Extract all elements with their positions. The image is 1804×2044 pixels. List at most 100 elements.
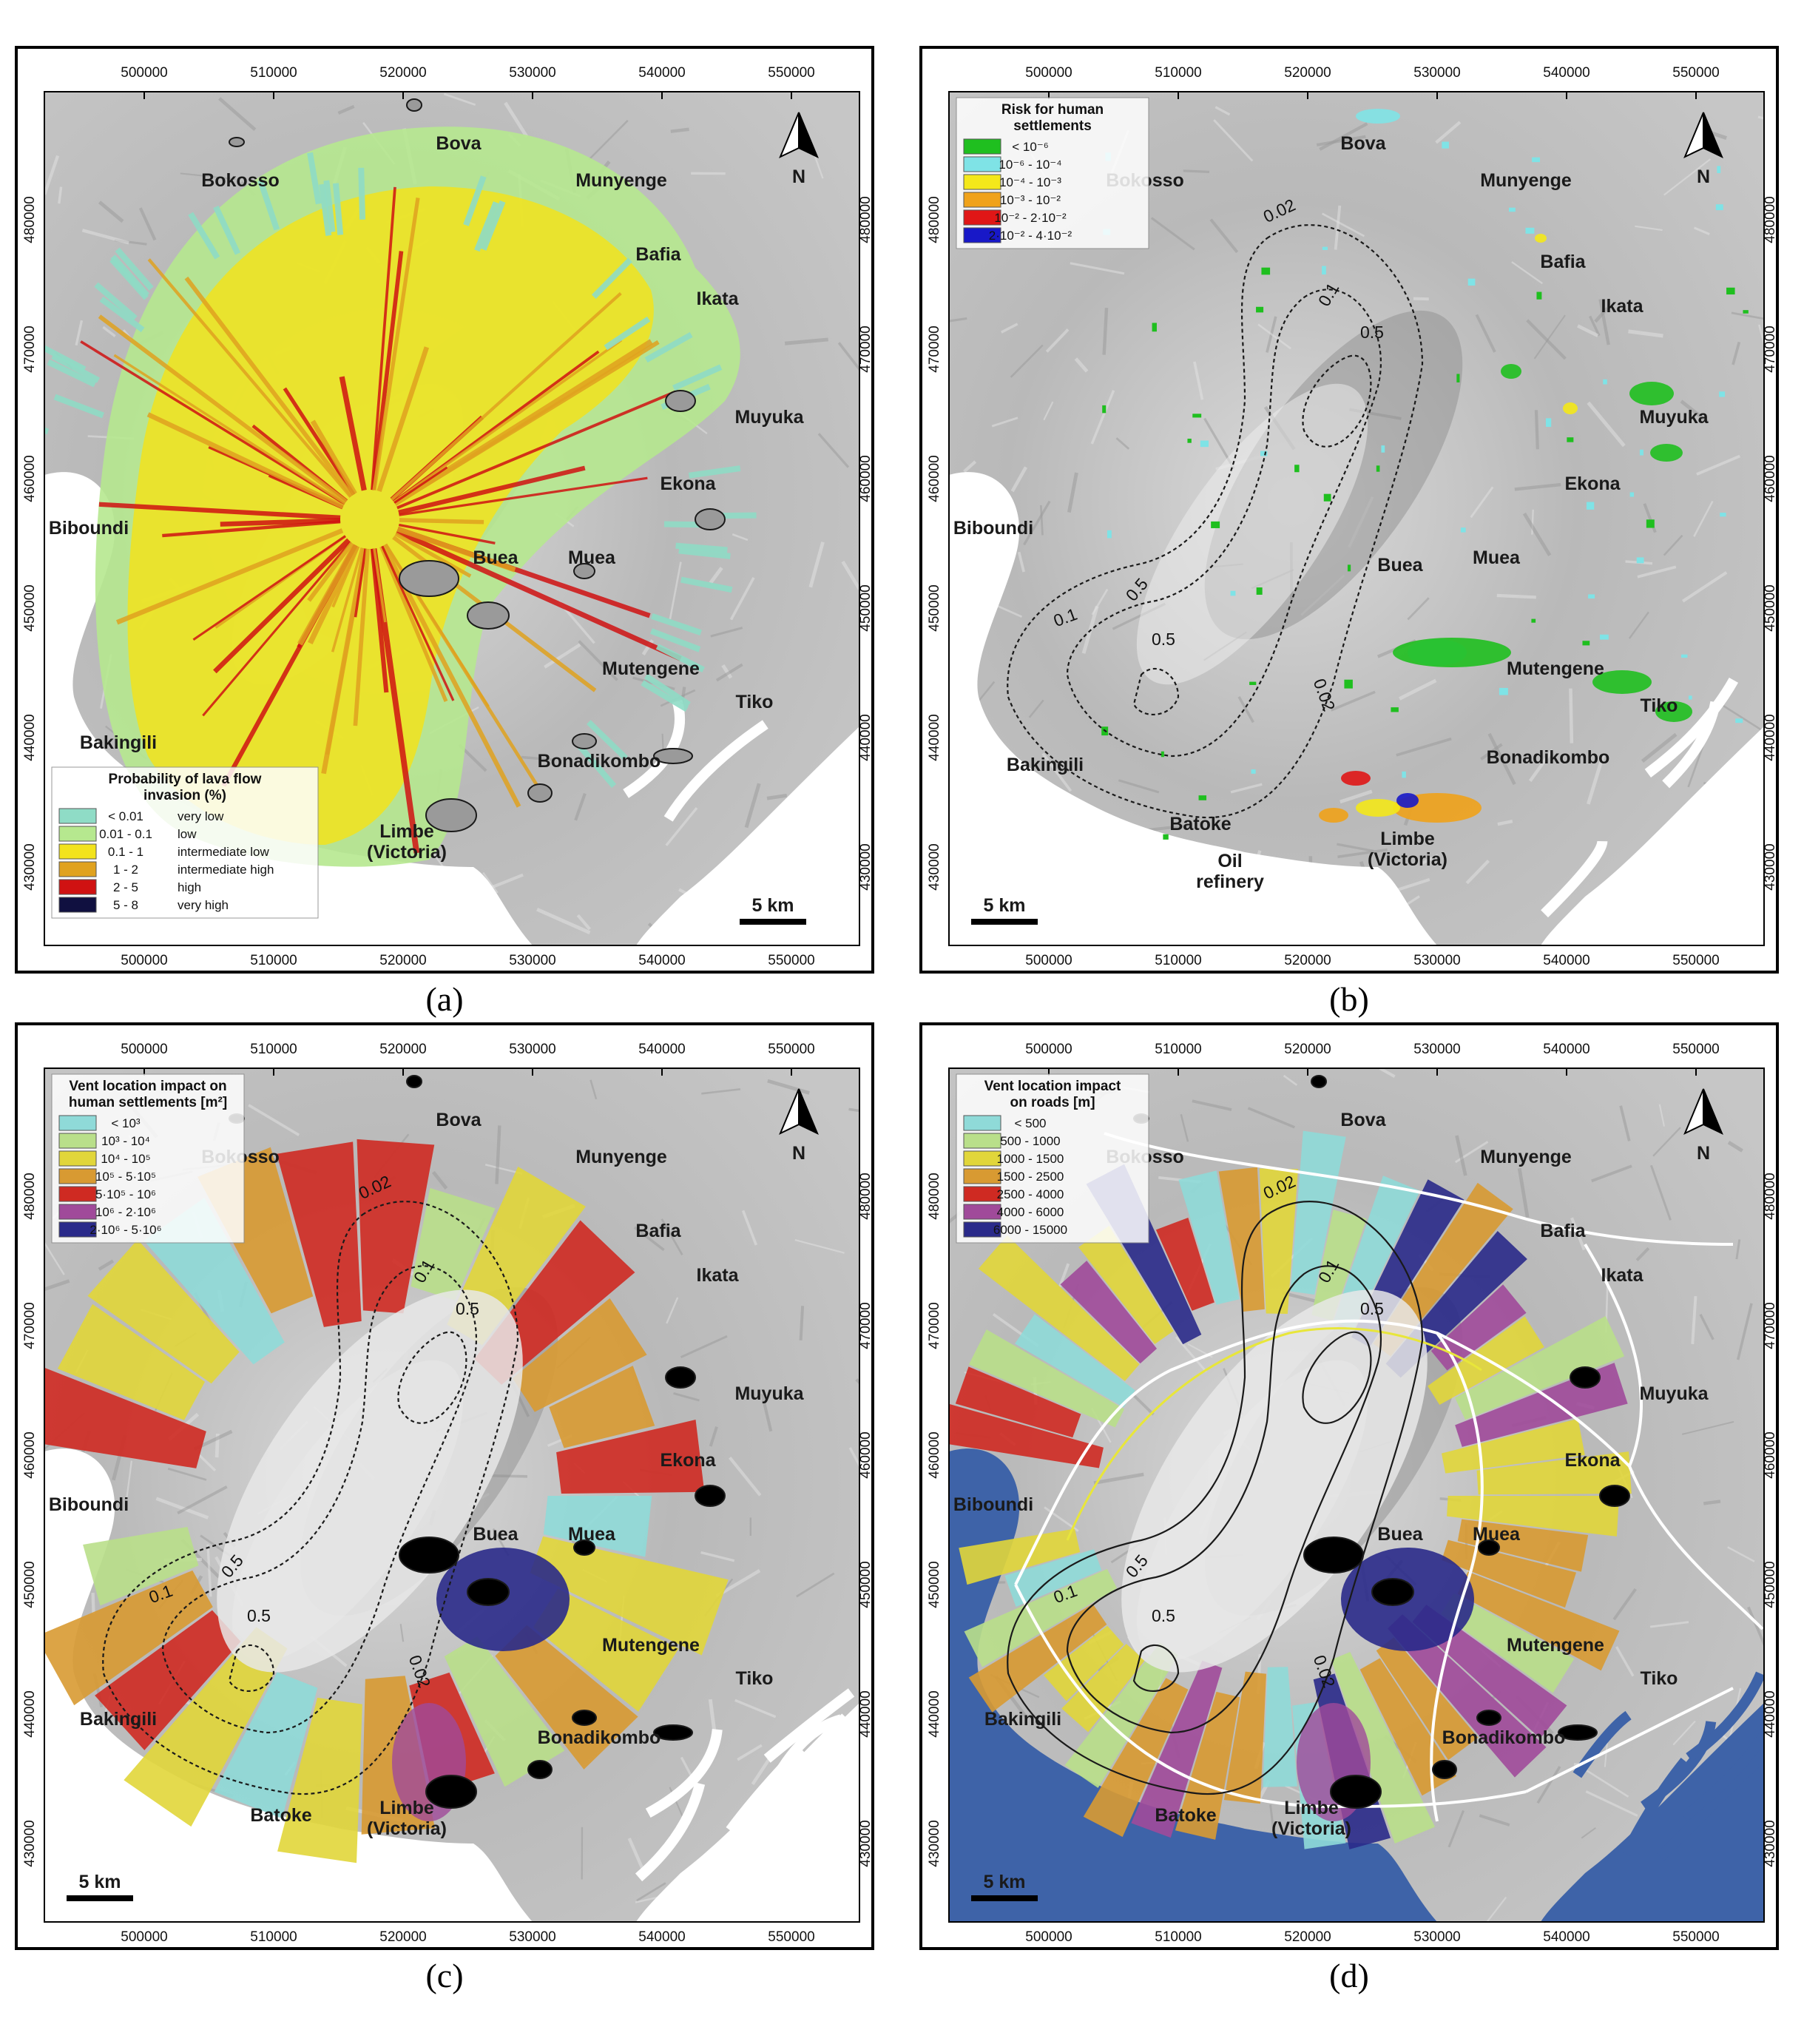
risk-pixel [1639,449,1643,456]
place-label-ikata: Ikata [1601,296,1644,317]
x-tick-label-top: 530000 [509,1042,555,1057]
x-tick-label-bottom: 520000 [379,953,426,968]
place-label-buea: Buea [473,1524,518,1545]
road [1104,1132,1734,1246]
relief-stroke [180,172,236,181]
relief-stroke [1511,261,1544,285]
risk-pixel [1256,587,1263,595]
risk-pixel [1582,641,1590,646]
estuary-channel [766,1714,843,1792]
impact-sector [1155,1217,1215,1311]
relief-stroke [1045,328,1070,353]
relief-stroke [673,1392,700,1402]
lava-path [393,339,623,504]
relief-stroke [708,1699,717,1731]
relief-stroke [636,1882,666,1902]
legend-range: 1000 - 1500 [997,1152,1064,1166]
place-label-munyenge: Munyenge [1480,170,1572,191]
relief-stroke [741,1210,758,1246]
relief-stroke [1619,1105,1631,1141]
settlement [1599,1485,1630,1507]
legend-range: 0.01 - 0.1 [99,827,152,841]
risk-blob [1592,670,1652,694]
fringe [474,201,499,252]
risk-pixel [1743,310,1749,314]
relief-stroke [588,119,629,161]
relief-stroke [1727,1141,1743,1153]
impact-sector [1441,1593,1575,1693]
lava-path [80,340,345,505]
relief-stroke [1649,1621,1689,1628]
relief-stroke [75,320,84,346]
relief-stroke [1497,819,1513,826]
relief-stroke [767,1079,810,1095]
summit-area [217,1289,523,1673]
y-tick-label-right: 440000 [1763,1690,1778,1737]
panel-letter: (d) [1329,1957,1369,1994]
legend-swatch [963,1150,1001,1167]
settlement [527,783,553,803]
place-label-muyuka: Muyuka [1639,407,1709,428]
probability-zone-intermediate-low [127,186,654,845]
contour-0.5 [1132,1644,1180,1692]
relief-stroke [1522,512,1552,556]
legend-range: 10⁻⁴ - 10⁻³ [999,175,1061,189]
impact-sector [513,1298,647,1412]
place-label-ikata: Ikata [697,289,740,309]
relief-stroke [521,755,554,761]
contour-label: 0.5 [1152,630,1175,649]
risk-blob [1319,808,1348,823]
x-tick-label-bottom: 530000 [509,1929,555,1945]
lava-path [399,476,648,516]
contour-label: 0.5 [247,1606,271,1625]
relief-stroke [443,92,476,107]
place-label-muea: Muea [1473,547,1521,568]
relief-stroke [1536,1766,1561,1804]
lava-path [213,538,351,674]
risk-pixel [1719,391,1726,397]
relief-stroke [670,127,689,133]
relief-stroke [1435,121,1462,144]
y-tick-label-right: 450000 [858,584,874,631]
relief-stroke [1480,743,1503,760]
risk-pixel [1323,493,1331,502]
x-tick-label-bottom: 540000 [638,953,685,968]
lava-path [283,387,356,496]
contour-0.5 [1302,354,1372,448]
panel-letter: (b) [1329,980,1369,1018]
legend-range: 500 - 1000 [1000,1134,1060,1148]
relief-stroke [1652,1127,1681,1157]
fringe [53,394,104,419]
risk-pixel [1256,306,1264,313]
risk-pixel [1735,718,1743,724]
relief-stroke [44,155,60,195]
lava-path [379,545,448,702]
estuary-channel [1572,1710,1632,1778]
relief-stroke [661,1218,683,1256]
relief-stroke [1681,1420,1734,1435]
map-svg: 0.020.10.50.10.50.50.0250000050000051000… [22,1042,874,1945]
lava-path [297,544,358,646]
relief-stroke [760,1393,773,1432]
estuary-channel [708,822,793,906]
settlement [573,1539,595,1556]
x-tick-label-top: 510000 [250,1042,297,1057]
risk-pixel [1402,771,1406,778]
place-label-bova: Bova [436,133,482,154]
sea-estuary [1541,726,1764,945]
settlement [665,1366,696,1389]
relief-stroke [1230,783,1263,794]
relief-stroke [1578,1764,1629,1798]
estuary-channel [1644,677,1739,778]
relief-stroke [1039,505,1044,536]
y-tick-label-left: 430000 [22,1820,38,1866]
risk-pixel [1588,594,1595,599]
place-label-tiko: Tiko [736,692,774,712]
lava-path [202,541,352,717]
y-tick-label-right: 460000 [858,455,874,502]
x-tick-label-top: 530000 [1413,1042,1460,1057]
risk-pixel [1107,530,1112,539]
relief-stroke [155,1497,209,1519]
fringe [51,353,100,383]
y-tick-label-left: 450000 [22,584,38,631]
